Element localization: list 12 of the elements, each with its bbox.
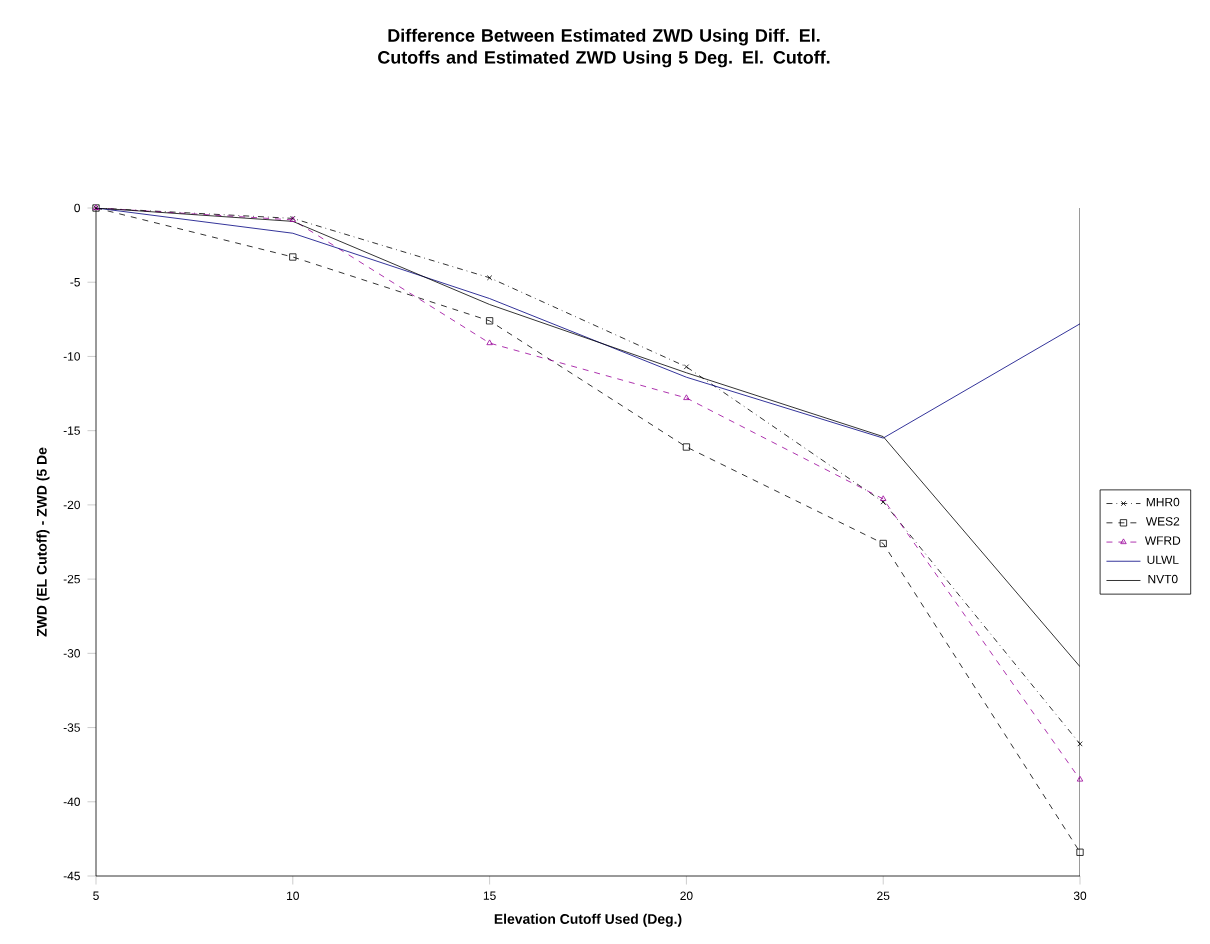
point [289,253,297,261]
chart-title: Difference Between Estimated ZWD Using Diff. El. Cutoffs and Estimated ZWD Using 5 Deg. El. Cutoff. [378,28,830,68]
point [879,539,887,548]
point [1077,741,1083,747]
point [1076,848,1084,856]
point [1076,775,1084,782]
point [683,394,690,400]
point [486,275,493,281]
point [486,317,494,325]
point [486,339,493,346]
point [682,443,690,451]
point [683,364,690,370]
